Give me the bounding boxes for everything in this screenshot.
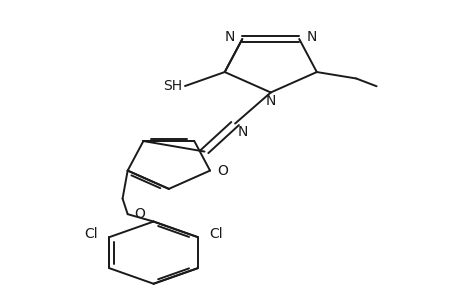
Text: Cl: Cl: [208, 227, 222, 241]
Text: N: N: [224, 30, 234, 44]
Text: Cl: Cl: [84, 227, 98, 241]
Text: N: N: [265, 94, 275, 108]
Text: O: O: [217, 164, 228, 178]
Text: N: N: [237, 125, 247, 139]
Text: SH: SH: [163, 79, 182, 93]
Text: N: N: [306, 30, 317, 44]
Text: O: O: [134, 207, 145, 221]
